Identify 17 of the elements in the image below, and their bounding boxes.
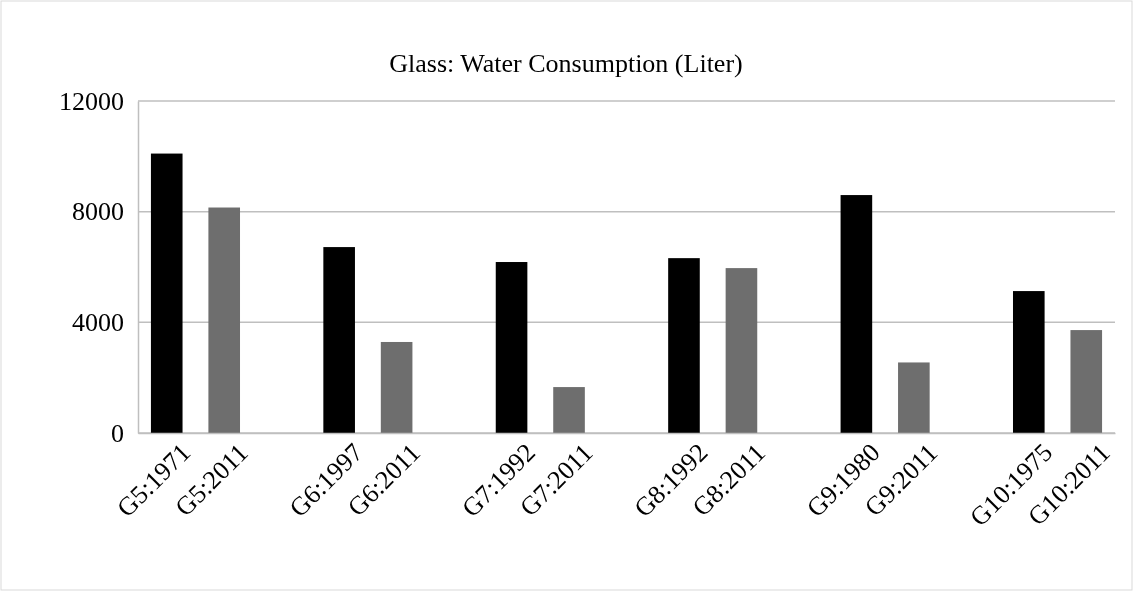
bar (898, 362, 930, 433)
bar (150, 153, 183, 433)
y-tick-label: 4000 (72, 308, 124, 338)
chart-title: Glass: Water Consumption (Liter) (389, 49, 743, 78)
bar (553, 387, 585, 433)
bar (323, 247, 355, 433)
bar (668, 258, 700, 433)
bar (1070, 330, 1103, 433)
y-tick-label: 0 (111, 418, 124, 448)
bar (840, 195, 873, 433)
bar (495, 262, 528, 433)
y-tick-label: 8000 (72, 197, 124, 227)
bar (208, 207, 241, 433)
bar (725, 268, 758, 433)
y-tick-label: 12000 (59, 86, 124, 116)
bar (1012, 291, 1045, 433)
bar (380, 341, 413, 433)
